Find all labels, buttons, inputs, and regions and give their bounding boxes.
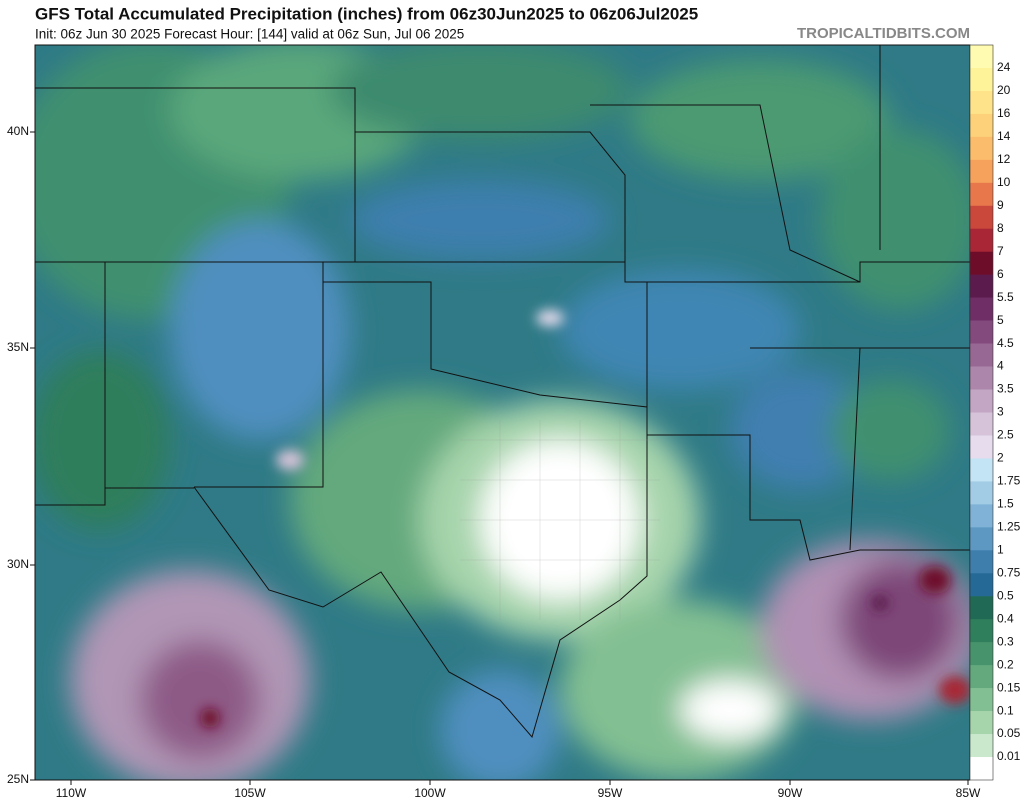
colorbar-box xyxy=(970,550,993,574)
colorbar-label: 1.5 xyxy=(997,497,1014,511)
colorbar-label: 1.25 xyxy=(997,520,1021,534)
colorbar-label: 5 xyxy=(997,313,1004,327)
colorbar-label: 1.75 xyxy=(997,474,1021,488)
colorbar-label: 14 xyxy=(997,129,1011,143)
colorbar-label: 24 xyxy=(997,60,1011,74)
colorbar-box xyxy=(970,274,993,298)
colorbar-box xyxy=(970,504,993,528)
colorbar-label: 10 xyxy=(997,175,1011,189)
colorbar-box xyxy=(970,688,993,712)
colorbar-box xyxy=(970,389,993,413)
colorbar-label: 4 xyxy=(997,359,1004,373)
colorbar-label: 12 xyxy=(997,152,1011,166)
colorbar-box xyxy=(970,435,993,459)
colorbar-box xyxy=(970,113,993,138)
colorbar-box xyxy=(970,665,993,689)
colorbar-box xyxy=(970,412,993,436)
colorbar-box xyxy=(970,67,993,92)
colorbar-box xyxy=(970,619,993,643)
lon-label: 110W xyxy=(56,786,87,800)
colorbar-label: 5.5 xyxy=(997,290,1014,304)
colorbar-box xyxy=(970,573,993,597)
colorbar-label: 0.3 xyxy=(997,634,1014,648)
colorbar-label: 2.5 xyxy=(997,428,1014,442)
lat-label: 30N xyxy=(7,557,29,571)
colorbar-box xyxy=(970,711,993,735)
colorbar-label: 3 xyxy=(997,405,1004,419)
lon-label: 95W xyxy=(598,786,623,800)
colorbar-box xyxy=(970,734,993,758)
colorbar-label: 0.75 xyxy=(997,565,1021,579)
colorbar-label: 0.15 xyxy=(997,680,1021,694)
colorbar-label: 2 xyxy=(997,451,1004,465)
colorbar-box xyxy=(970,297,993,321)
colorbar-box xyxy=(970,596,993,620)
colorbar-label: 16 xyxy=(997,106,1011,120)
colorbar-box xyxy=(970,527,993,551)
colorbar-label: 3.5 xyxy=(997,382,1014,396)
colorbar-box xyxy=(970,251,993,275)
subtitle: Init: 06z Jun 30 2025 Forecast Hour: [14… xyxy=(35,27,464,42)
colorbar-label: 0.2 xyxy=(997,657,1014,671)
colorbar-box xyxy=(970,45,993,69)
title: GFS Total Accumulated Precipitation (inc… xyxy=(35,4,698,23)
lat-label: 25N xyxy=(7,772,29,786)
colorbar-box xyxy=(970,757,993,781)
lon-label: 90W xyxy=(778,786,803,800)
lat-label: 35N xyxy=(7,340,29,354)
colorbar-label: 7 xyxy=(997,244,1004,258)
lon-label: 85W xyxy=(956,786,981,800)
colorbar-box xyxy=(970,642,993,666)
lon-label: 100W xyxy=(414,786,446,800)
colorbar-label: 0.01 xyxy=(997,749,1021,763)
colorbar-label: 1 xyxy=(997,542,1004,556)
precip-map xyxy=(35,45,970,780)
colorbar-frame xyxy=(969,44,994,781)
colorbar-label: 6 xyxy=(997,267,1004,281)
colorbar-label: 0.05 xyxy=(997,726,1021,740)
colorbar-box xyxy=(970,228,993,253)
colorbar-label: 9 xyxy=(997,198,1004,212)
site-name: TROPICALTIDBITS.COM xyxy=(797,25,970,42)
colorbar-box xyxy=(970,320,993,344)
colorbar-label: 20 xyxy=(997,83,1011,97)
colorbar-box xyxy=(970,366,993,390)
colorbar-box xyxy=(970,481,993,505)
colorbar-box xyxy=(970,458,993,482)
colorbar-label: 4.5 xyxy=(997,336,1014,350)
colorbar-label: 0.5 xyxy=(997,588,1014,602)
colorbar-box xyxy=(970,343,993,367)
colorbar-box xyxy=(970,136,993,161)
colorbar-label: 0.1 xyxy=(997,703,1014,717)
lon-label: 105W xyxy=(234,786,266,800)
colorbar-box xyxy=(970,205,993,230)
colorbar-label: 0.4 xyxy=(997,611,1014,625)
colorbar-box xyxy=(970,90,993,115)
colorbar-label: 8 xyxy=(997,221,1004,235)
colorbar-box xyxy=(970,182,993,207)
lat-label: 40N xyxy=(7,124,29,138)
colorbar-box xyxy=(970,159,993,184)
